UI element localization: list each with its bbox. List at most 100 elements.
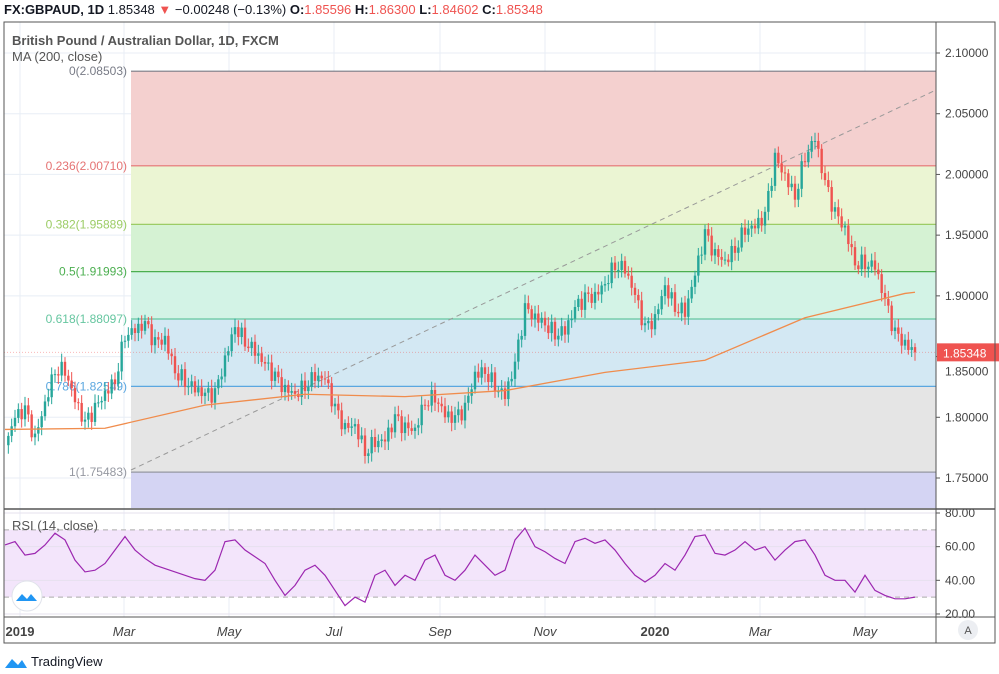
candle-up — [33, 433, 37, 438]
candle-down — [537, 313, 540, 323]
symbol-name: FX:GBPAUD, 1D — [4, 2, 105, 17]
candle-down — [407, 422, 410, 429]
open-value: 1.85596 — [304, 2, 352, 17]
candle-up — [680, 302, 683, 314]
fib-zone — [131, 224, 936, 272]
candle-down — [80, 402, 83, 422]
candle-up — [290, 391, 293, 393]
candle-up — [163, 335, 167, 345]
candle-up — [490, 372, 493, 383]
candle-up — [570, 318, 573, 321]
candle-down — [907, 339, 910, 350]
candle-down — [890, 305, 893, 332]
fib-zone — [131, 318, 936, 387]
candle-down — [443, 406, 447, 418]
candle-up — [713, 249, 717, 256]
candle-up — [230, 334, 233, 352]
candle-down — [553, 321, 557, 340]
candle-up — [430, 389, 433, 406]
candle-down — [777, 152, 780, 164]
candle-down — [633, 287, 637, 295]
candle-down — [720, 256, 723, 260]
tradingview-badge[interactable] — [11, 580, 43, 612]
candle-up — [607, 283, 610, 285]
last-price-tag — [937, 343, 999, 362]
down-arrow-icon: ▼ — [158, 2, 172, 17]
candle-up — [600, 285, 603, 295]
candle-down — [193, 381, 197, 393]
candle-up — [7, 435, 10, 446]
candle-down — [873, 260, 877, 270]
candle-down — [270, 362, 273, 381]
time-tick-label: Sep — [428, 624, 451, 639]
candle-up — [317, 375, 320, 381]
candle-down — [67, 375, 70, 381]
candle-up — [403, 422, 407, 434]
candle-down — [293, 391, 297, 394]
candle-down — [590, 293, 593, 303]
candle-down — [357, 424, 360, 440]
candle-down — [200, 387, 203, 397]
time-tick-label: May — [853, 624, 879, 639]
candle-up — [473, 371, 477, 390]
candle-up — [267, 362, 270, 364]
fib-level-label: 0.382(1.95889) — [46, 217, 127, 231]
candle-up — [593, 291, 597, 303]
candle-up — [500, 388, 503, 392]
candle-down — [150, 324, 153, 346]
candle-down — [373, 436, 377, 448]
candle-down — [210, 388, 213, 403]
candle-up — [387, 427, 390, 442]
candle-up — [617, 269, 620, 271]
candle-down — [887, 298, 890, 306]
rsi-line — [4, 527, 916, 607]
candle-up — [143, 321, 147, 331]
candle-down — [383, 439, 387, 442]
candle-up — [37, 427, 40, 434]
low-value: 1.84602 — [431, 2, 479, 17]
candle-up — [620, 260, 623, 270]
candle-up — [663, 285, 667, 297]
price-tick-label: 1.85000 — [945, 364, 989, 378]
fib-level-label: 0.786(1.82549) — [46, 379, 127, 393]
candle-up — [467, 395, 470, 403]
candle-up — [510, 378, 513, 382]
candle-up — [740, 227, 743, 248]
candle-down — [847, 225, 850, 245]
candle-up — [453, 415, 457, 423]
candle-down — [427, 405, 430, 407]
candle-down — [883, 293, 887, 299]
tradingview-cloud-icon — [5, 658, 27, 668]
candle-down — [580, 298, 583, 310]
candle-down — [823, 173, 827, 181]
candle-down — [27, 405, 30, 415]
candle-down — [277, 371, 280, 378]
candle-down — [673, 292, 677, 312]
candle-up — [653, 314, 657, 330]
candle-up — [660, 296, 663, 310]
candle-up — [910, 347, 913, 350]
candle-up — [413, 427, 417, 431]
candle-down — [677, 311, 680, 314]
candle-down — [877, 269, 880, 275]
candle-down — [247, 346, 250, 349]
candle-down — [733, 245, 737, 253]
candle-up — [350, 426, 353, 428]
candle-up — [47, 397, 50, 402]
candle-down — [423, 404, 427, 406]
candle-up — [197, 387, 200, 393]
candle-down — [830, 187, 833, 212]
candle-down — [913, 347, 917, 353]
candle-down — [237, 327, 240, 338]
candle-up — [520, 335, 523, 340]
candle-down — [820, 148, 823, 174]
candle-up — [773, 152, 777, 186]
auto-scale-button[interactable]: A — [958, 620, 978, 640]
candle-down — [753, 225, 757, 229]
tradingview-logo[interactable]: TradingView — [4, 654, 103, 669]
candle-down — [157, 337, 160, 340]
candle-down — [547, 325, 550, 334]
candle-down — [90, 412, 93, 422]
candle-down — [630, 275, 633, 288]
